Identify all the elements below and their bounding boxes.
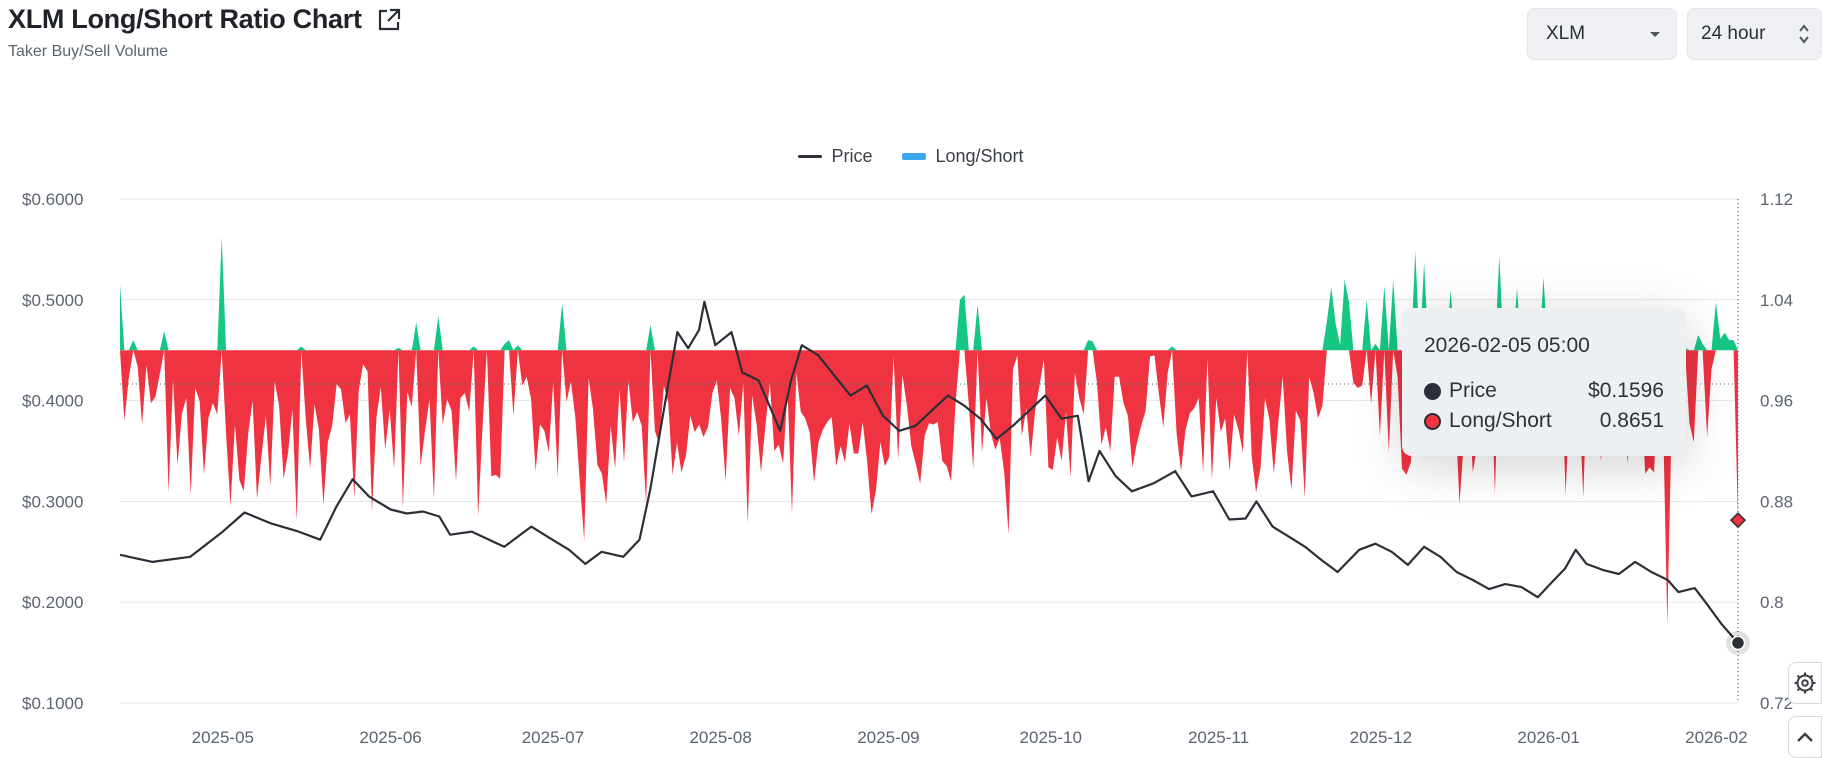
x-axis-tick: 2025-08	[689, 728, 751, 747]
right-axis-tick: 0.96	[1760, 392, 1793, 411]
x-axis-tick: 2025-12	[1350, 728, 1412, 747]
x-axis-tick: 2026-02	[1685, 728, 1747, 747]
x-axis-tick: 2025-10	[1020, 728, 1082, 747]
right-axis-tick: 1.04	[1760, 291, 1793, 310]
coin-select-value: XLM	[1546, 23, 1586, 44]
legend-item-price[interactable]: Price	[798, 146, 872, 167]
long-short-area-above	[120, 236, 1738, 351]
legend-item-long-short[interactable]: Long/Short	[902, 146, 1024, 167]
tooltip-row-long-short: Long/Short 0.8651	[1424, 406, 1664, 436]
price-line	[119, 300, 1739, 644]
right-axis-tick: 0.72	[1760, 694, 1793, 713]
coin-select[interactable]: XLM	[1527, 8, 1677, 60]
long-short-hover-point	[1729, 512, 1747, 529]
period-select[interactable]: 24 hour	[1687, 8, 1822, 60]
chart-tooltip: 2026-02-05 05:00 Price $0.1596 Long/Shor…	[1402, 308, 1686, 456]
left-axis-tick: $0.6000	[22, 190, 83, 209]
price-hover-point	[1730, 635, 1746, 651]
right-axis-tick: 1.12	[1760, 190, 1793, 209]
settings-button[interactable]	[1788, 662, 1822, 704]
chart-controls: XLM 24 hour	[1527, 8, 1822, 60]
left-axis-tick: $0.1000	[22, 694, 83, 713]
tooltip-row-price: Price $0.1596	[1424, 376, 1664, 406]
left-axis-tick: $0.3000	[22, 492, 83, 511]
left-axis-tick: $0.4000	[22, 392, 83, 411]
scroll-top-button[interactable]	[1788, 716, 1822, 758]
right-axis-tick: 0.88	[1760, 492, 1793, 511]
gear-icon	[1794, 672, 1816, 694]
tooltip-price-value: $0.1596	[1588, 379, 1664, 402]
legend-swatch-long-short	[902, 153, 927, 160]
external-link-icon[interactable]	[376, 7, 402, 33]
page-subtitle: Taker Buy/Sell Volume	[8, 43, 169, 60]
left-axis-tick: $0.5000	[22, 291, 83, 310]
up-down-chevron-icon	[1799, 24, 1809, 44]
chevron-up-icon	[1797, 732, 1813, 742]
legend-label-long-short: Long/Short	[935, 146, 1024, 166]
tooltip-ls-label: Long/Short	[1449, 409, 1552, 432]
tooltip-ls-value: 0.8651	[1599, 409, 1664, 432]
right-axis-tick: 0.8	[1760, 593, 1784, 612]
legend-label-price: Price	[831, 146, 873, 166]
tooltip-ls-marker	[1424, 412, 1441, 430]
x-axis-tick: 2025-09	[857, 728, 919, 747]
chart-header: XLM Long/Short Ratio Chart Taker Buy/Sel…	[8, 4, 402, 61]
tooltip-date: 2026-02-05 05:00	[1424, 334, 1590, 357]
left-axis-tick: $0.2000	[22, 593, 83, 612]
x-axis-tick: 2026-01	[1517, 728, 1579, 747]
x-axis-tick: 2025-11	[1188, 728, 1249, 747]
chart-legend: Price Long/Short	[0, 146, 1822, 167]
tooltip-price-marker	[1424, 382, 1441, 400]
chevron-down-icon	[1650, 32, 1660, 37]
x-axis-tick: 2025-05	[192, 728, 254, 747]
x-axis-tick: 2025-07	[522, 728, 584, 747]
period-select-value: 24 hour	[1701, 23, 1766, 44]
page-title: XLM Long/Short Ratio Chart	[8, 4, 362, 34]
legend-swatch-price	[798, 155, 823, 158]
x-axis-tick: 2025-06	[359, 728, 421, 747]
tooltip-price-label: Price	[1449, 379, 1497, 402]
